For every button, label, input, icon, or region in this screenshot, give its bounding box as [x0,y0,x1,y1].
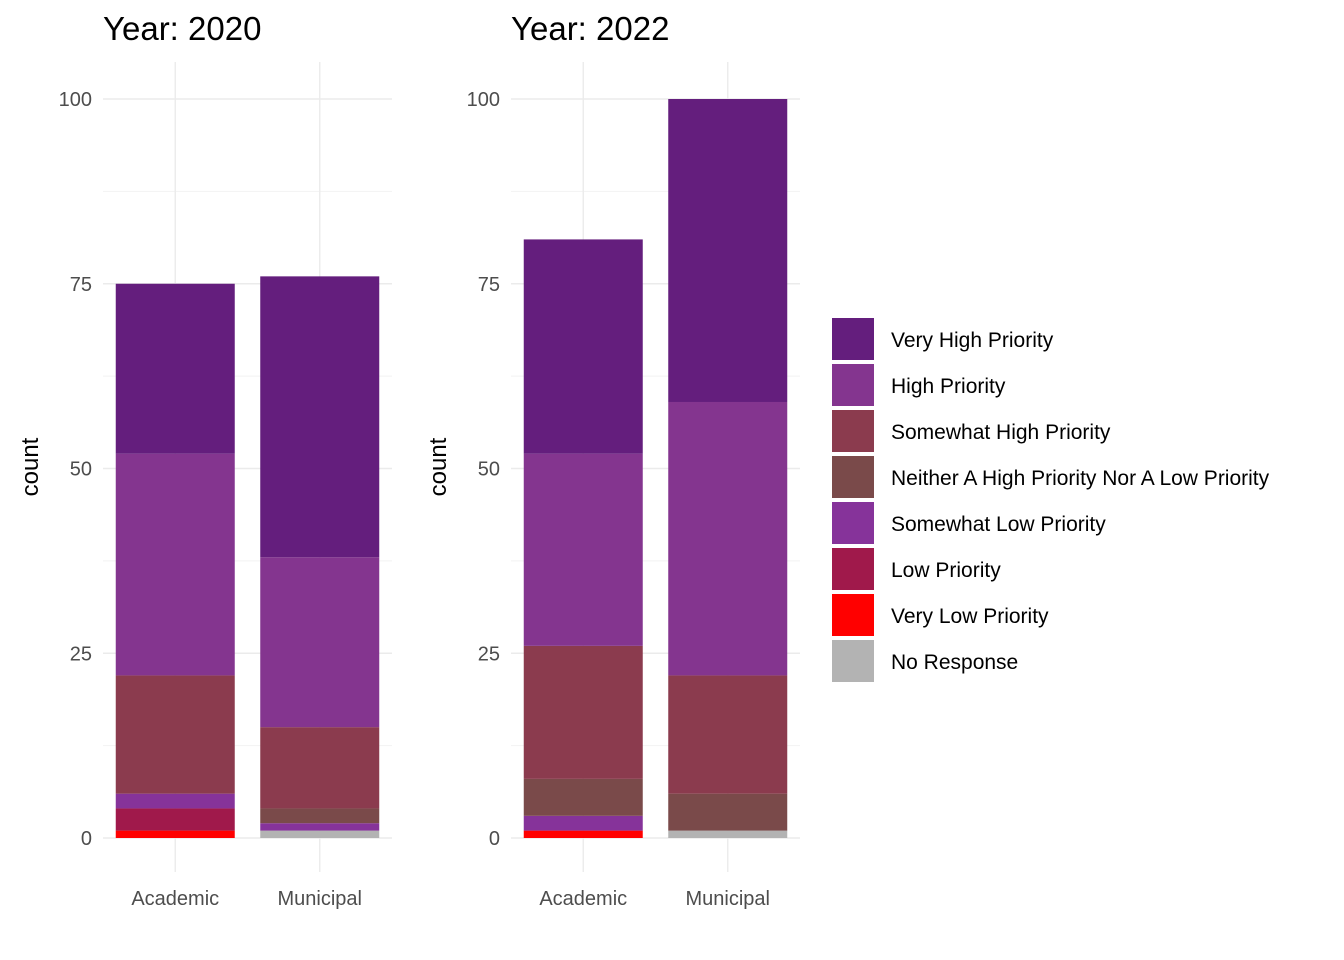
y-tick-label: 50 [478,459,500,481]
x-tick-label: Academic [539,888,627,910]
bar-segment-nr [260,830,380,838]
bar-segment-slp [260,823,380,831]
bar-segment-lp [115,808,235,831]
bar-segment-hp [668,401,788,676]
legend-label: No Response [891,651,1018,674]
legend-label: Somewhat High Priority [891,421,1111,444]
bar-segment-hp [115,453,235,676]
bar-segment-shp [668,675,788,794]
bar-segment-slp [523,815,643,831]
bar-segment-vhp [523,239,643,454]
legend-key-vlp [832,594,874,636]
legend-item-shp: Somewhat High Priority [832,410,1111,452]
bar-segment-shp [523,645,643,779]
legend-key-shp [832,410,874,452]
bar-segment-vhp [668,99,788,402]
y-axis-title: count [425,437,452,496]
y-tick-label: 0 [81,828,92,850]
legend-label: Very High Priority [891,329,1054,352]
bar-segment-hp [260,557,380,728]
panel-title: Year: 2022 [511,10,669,47]
bar-segment-slp [115,793,235,809]
bar-segment-vhp [115,283,235,454]
bar-segment-vhp [260,276,380,558]
y-tick-label: 25 [70,643,92,665]
y-axis-title: count [17,437,44,496]
legend-label: High Priority [891,375,1006,398]
legend-key-nr [832,640,874,682]
y-tick-label: 100 [467,89,500,111]
legend-label: Neither A High Priority Nor A Low Priori… [891,467,1270,490]
legend-item-nr: No Response [832,640,1018,682]
panel-1: 0 25 50 75 100 Academic Municipal Year: 2020 cou… [17,10,392,910]
legend-item-lp: Low Priority [832,548,1001,590]
legend-label: Very Low Priority [891,605,1049,628]
y-tick-label: 25 [478,643,500,665]
bar-stack-municipal [668,99,788,838]
y-tick-label: 0 [489,828,500,850]
x-tick-label: Municipal [278,888,362,910]
x-tick-label: Municipal [686,888,770,910]
y-tick-label: 75 [70,274,92,296]
legend-key-hp [832,364,874,406]
legend-key-vhp [832,318,874,360]
legend-label: Somewhat Low Priority [891,513,1106,536]
y-tick-label: 50 [70,459,92,481]
bar-stack-academic [523,239,643,838]
legend-item-hp: High Priority [832,364,1006,406]
bar-segment-neither [668,793,788,831]
y-tick-label: 100 [59,89,92,111]
legend-item-slp: Somewhat Low Priority [832,502,1106,544]
bar-segment-neither [260,808,380,824]
legend-key-lp [832,548,874,590]
panel-2: 0 25 50 75 100 Academic Municipal Year: 2022 cou… [425,10,800,910]
legend-key-slp [832,502,874,544]
legend-key-neither [832,456,874,498]
bar-segment-hp [523,453,643,646]
legend: Very High Priority High Priority Somewhat … [832,318,1270,682]
bar-segment-nr [668,830,788,838]
bar-segment-neither [523,778,643,816]
bar-segment-vlp [115,830,235,838]
bar-stack-municipal [260,276,380,838]
bar-segment-shp [260,727,380,809]
legend-item-vlp: Very Low Priority [832,594,1049,636]
panel-title: Year: 2020 [103,10,261,47]
bar-segment-shp [115,675,235,794]
legend-item-neither: Neither A High Priority Nor A Low Priori… [832,456,1270,498]
legend-label: Low Priority [891,559,1001,582]
x-tick-label: Academic [131,888,219,910]
y-tick-label: 75 [478,274,500,296]
bar-stack-academic [115,283,235,838]
legend-item-vhp: Very High Priority [832,318,1054,360]
bar-segment-vlp [523,830,643,838]
